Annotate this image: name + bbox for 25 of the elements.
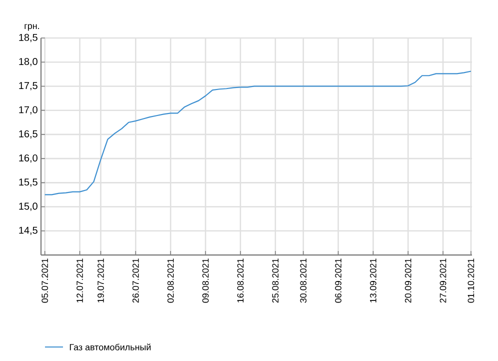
x-tick-label: 25.08.2021 <box>272 258 279 303</box>
x-tick-label: 05.07.2021 <box>42 258 48 303</box>
x-tick-label: 12.07.2021 <box>76 258 83 302</box>
y-tick-label: 14,5 <box>19 226 38 235</box>
x-tick-label: 01.10.2021 <box>468 258 474 303</box>
y-tick-label: 16,0 <box>19 154 38 163</box>
y-tick-label: 17,5 <box>19 82 38 90</box>
y-tick-label: 15,5 <box>19 178 38 187</box>
y-tick-label: 18,5 <box>19 34 38 42</box>
x-tick-label: 19.07.2021 <box>98 258 104 302</box>
x-tick-label: 09.08.2021 <box>202 258 209 303</box>
y-tick-label: 18,0 <box>19 58 38 66</box>
x-tick-label: 16.08.2021 <box>237 258 244 302</box>
x-tick-label: 13.09.2021 <box>370 258 376 302</box>
x-tick-label: 06.09.2021 <box>335 258 342 303</box>
x-tick-label: 26.07.2021 <box>132 258 139 303</box>
x-tick-label: 30.08.2021 <box>300 258 306 303</box>
x-tick-label: 20.09.2021 <box>404 258 412 303</box>
y-tick-label: 17,0 <box>19 106 38 114</box>
x-tick-label: 02.08.2021 <box>167 258 174 303</box>
legend-label: Газ автомобильный <box>70 344 151 350</box>
y-tick-label: 15,0 <box>19 202 38 211</box>
x-tick-label: 27.09.2021 <box>440 258 446 303</box>
y-axis-title: грн. <box>24 24 39 31</box>
y-tick-label: 16,5 <box>19 130 38 139</box>
